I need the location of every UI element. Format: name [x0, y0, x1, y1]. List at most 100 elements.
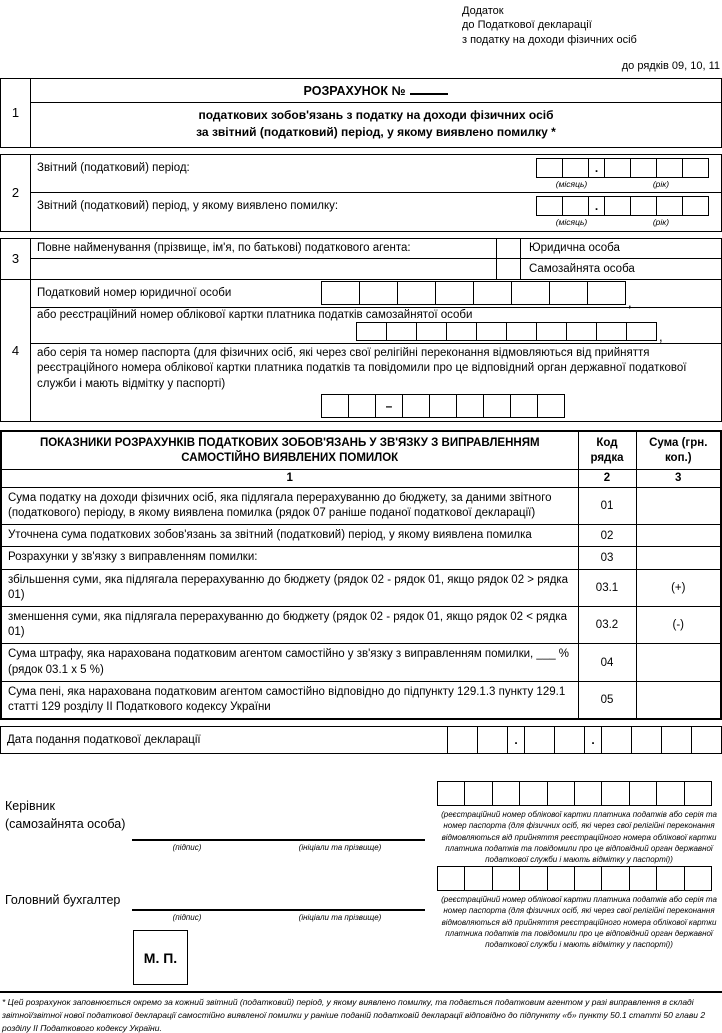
- input-cell[interactable]: [683, 866, 712, 892]
- input-cell[interactable]: [519, 781, 548, 807]
- row-03-1-sum-input[interactable]: (+): [635, 568, 722, 608]
- row-01-sum-input[interactable]: [635, 486, 722, 526]
- input-cell[interactable]: [464, 866, 493, 892]
- input-cell[interactable]: [477, 727, 507, 754]
- input-cell[interactable]: [691, 727, 721, 754]
- input-cell[interactable]: [626, 321, 657, 341]
- self-employed-checkbox[interactable]: [496, 258, 521, 279]
- input-cell[interactable]: [511, 281, 550, 306]
- input-cell[interactable]: [386, 321, 417, 341]
- input-cell[interactable]: [536, 195, 563, 216]
- input-cell[interactable]: [437, 866, 466, 892]
- input-cell[interactable]: [656, 195, 683, 216]
- section-4-main: Податковий номер юридичної особи , або р…: [31, 280, 721, 422]
- input-cell[interactable]: [682, 157, 709, 178]
- row-01-label: Сума податку на доходи фізичних осіб, як…: [0, 486, 579, 526]
- input-cell[interactable]: [536, 321, 567, 341]
- input-cell[interactable]: [437, 781, 466, 807]
- row-03-sum-input[interactable]: [635, 546, 722, 570]
- input-cell[interactable]: [587, 281, 626, 306]
- input-cell[interactable]: [601, 727, 631, 754]
- accountant-signature-line[interactable]: [132, 909, 425, 912]
- input-cell[interactable]: [631, 727, 661, 754]
- input-cell[interactable]: [473, 281, 512, 306]
- self-employed-row: Самозайнята особа: [31, 258, 721, 279]
- input-cell[interactable]: [506, 321, 537, 341]
- registration-card-number-cells[interactable]: [356, 321, 657, 341]
- row-05-sum-input[interactable]: [635, 680, 722, 720]
- input-cell[interactable]: [604, 157, 631, 178]
- row-03-1-label: збільшення суми, яка підлягала перерахув…: [0, 568, 579, 608]
- input-cell[interactable]: [566, 321, 597, 341]
- input-cell[interactable]: [536, 157, 563, 178]
- input-cell[interactable]: [661, 727, 691, 754]
- input-cell[interactable]: [630, 157, 657, 178]
- row-02-code: 02: [577, 524, 637, 548]
- input-cell[interactable]: [656, 781, 685, 807]
- input-cell[interactable]: [491, 781, 521, 807]
- input-cell[interactable]: [682, 195, 709, 216]
- input-cell[interactable]: [554, 727, 584, 754]
- input-cell[interactable]: [402, 394, 430, 419]
- input-cell[interactable]: [321, 281, 360, 306]
- passport-label: або серія та номер паспорта (для фізични…: [37, 346, 687, 390]
- input-cell[interactable]: [446, 321, 477, 341]
- input-cell[interactable]: [524, 727, 554, 754]
- input-cell[interactable]: [604, 195, 631, 216]
- row-03-2-sum-input[interactable]: (-): [635, 605, 722, 645]
- input-cell[interactable]: [601, 781, 630, 807]
- accountant-tax-number-cells[interactable]: [437, 866, 712, 892]
- head-signature-line[interactable]: [132, 839, 425, 842]
- row-02-sum-input[interactable]: [635, 524, 722, 548]
- input-cell[interactable]: [359, 281, 398, 306]
- input-cell[interactable]: [656, 157, 683, 178]
- input-cell[interactable]: [321, 394, 349, 419]
- table-header-row: ПОКАЗНИКИ РОЗРАХУНКІВ ПОДАТКОВИХ ЗОБОВ'Я…: [0, 430, 722, 470]
- calculation-table: ПОКАЗНИКИ РОЗРАХУНКІВ ПОДАТКОВИХ ЗОБОВ'Я…: [0, 430, 722, 721]
- input-cell[interactable]: [562, 157, 589, 178]
- input-cell[interactable]: [416, 321, 447, 341]
- registration-card-number-inputs: ,: [31, 321, 721, 343]
- month-label: (місяць): [555, 178, 588, 189]
- comma: ,: [628, 294, 632, 310]
- reporting-period-cells[interactable]: .: [536, 157, 718, 178]
- name-sublabel: (ініціали та прізвище): [298, 913, 382, 923]
- input-cell[interactable]: [519, 866, 548, 892]
- passport-number-cells[interactable]: –: [321, 394, 721, 419]
- input-cell[interactable]: [596, 321, 627, 341]
- input-cell[interactable]: [510, 394, 538, 419]
- input-cell[interactable]: [573, 781, 603, 807]
- input-cell[interactable]: [683, 781, 712, 807]
- row-04-label: Сума штрафу, яка нарахована податковим а…: [0, 643, 579, 682]
- input-cell[interactable]: [546, 781, 575, 807]
- input-cell[interactable]: [628, 866, 658, 892]
- input-cell[interactable]: [546, 866, 575, 892]
- legal-entity-tax-number-cells[interactable]: [321, 281, 626, 306]
- calculation-number-blank[interactable]: [410, 84, 449, 95]
- legal-entity-tax-number-row: Податковий номер юридичної особи ,: [31, 280, 721, 310]
- input-cell[interactable]: [397, 281, 436, 306]
- input-cell[interactable]: [656, 866, 685, 892]
- input-cell[interactable]: [456, 394, 484, 419]
- input-cell[interactable]: [549, 281, 588, 306]
- input-cell[interactable]: [429, 394, 457, 419]
- input-cell[interactable]: [562, 195, 589, 216]
- input-cell[interactable]: [601, 866, 630, 892]
- legal-entity-checkbox[interactable]: [496, 238, 521, 258]
- head-tax-number-cells[interactable]: [437, 781, 712, 807]
- input-cell[interactable]: [628, 781, 658, 807]
- input-cell[interactable]: [435, 281, 474, 306]
- input-cell[interactable]: [491, 866, 521, 892]
- input-cell[interactable]: [537, 394, 565, 419]
- input-cell[interactable]: [476, 321, 507, 341]
- declaration-date-cells[interactable]: ..: [447, 727, 721, 754]
- input-cell[interactable]: [630, 195, 657, 216]
- input-cell[interactable]: [464, 781, 493, 807]
- input-cell[interactable]: [348, 394, 376, 419]
- row-04-sum-input[interactable]: [635, 643, 722, 682]
- input-cell[interactable]: [573, 866, 603, 892]
- input-cell[interactable]: [447, 727, 477, 754]
- input-cell[interactable]: [483, 394, 511, 419]
- error-period-cells[interactable]: .: [536, 195, 718, 216]
- input-cell[interactable]: [356, 321, 387, 341]
